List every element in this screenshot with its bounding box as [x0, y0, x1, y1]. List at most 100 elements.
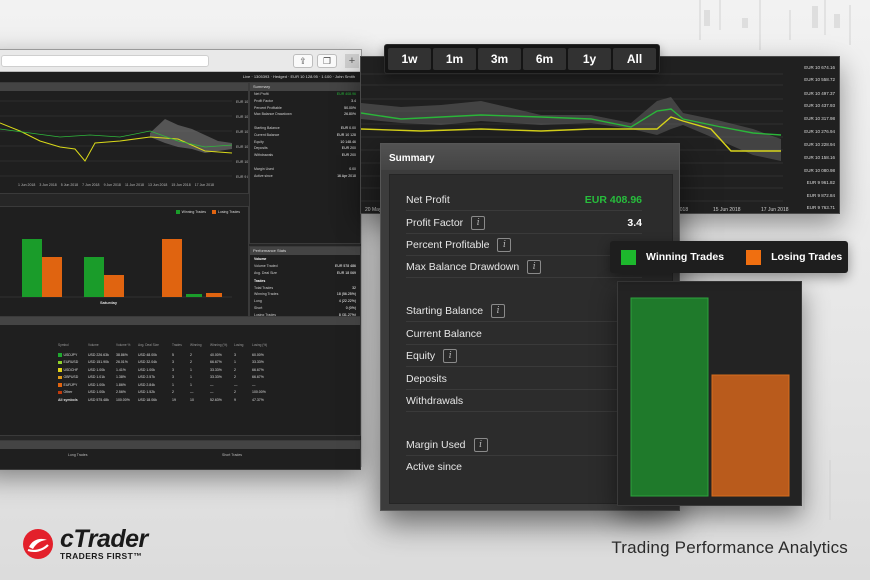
info-icon[interactable]: i	[473, 437, 488, 452]
symbol-name: EURJPY	[63, 382, 78, 387]
mini-summary-label: Max Balance Drawdown	[254, 112, 292, 117]
info-icon[interactable]: i	[527, 259, 542, 274]
table-cell: 3	[234, 352, 236, 357]
period-1m-button[interactable]: 1m	[433, 48, 476, 70]
table-cell: USD 1.00k	[138, 367, 155, 372]
period-1w-button[interactable]: 1w	[388, 48, 431, 70]
summary-row-label-wrap: Margin Used i	[406, 437, 488, 452]
table-cell: 100.00%	[252, 390, 266, 395]
caption: Trading Performance Analytics	[611, 538, 848, 557]
info-icon[interactable]: i	[443, 348, 458, 363]
trades-label: Total Trades	[254, 285, 274, 290]
mini-summary-row	[250, 118, 360, 125]
table-row[interactable]: All symbols USD 575.48k 100.00% USD 18.06k 1…	[58, 396, 358, 404]
legend-winning-label: Winning Trades	[646, 251, 725, 263]
table-row[interactable]: USDJPY USD 226.63k 38.86% USD 48.00k 5 2 40.00…	[58, 351, 358, 359]
mini-summary-label: Margin Used	[254, 166, 274, 171]
mini-summary-label: Withdrawals	[254, 153, 274, 158]
y-axis-tick: EUR 10 437.93	[804, 103, 835, 108]
period-all-button[interactable]: All	[613, 48, 656, 70]
mini-summary-row: Equity 10 148.46	[250, 139, 360, 146]
table-cell: 10	[190, 397, 194, 402]
browser-window: ⇪ ❐ + Live · 1305393 · Hedged · EUR 10 1…	[0, 49, 363, 470]
short-trades-label: Short Trades	[222, 453, 243, 457]
symbol-color-swatch	[58, 360, 62, 364]
logo-tagline: TRADERS FIRST™	[60, 551, 143, 561]
winning-swatch	[621, 249, 636, 265]
mini-summary-label: Current Balance	[254, 132, 280, 137]
mini-bar	[186, 294, 202, 297]
y-axis-tick: EUR 10 228.94	[804, 142, 835, 147]
symbol-color-swatch	[58, 375, 62, 379]
table-cell: USD 48.00k	[138, 352, 157, 357]
legend-losing-label: Losing Trades	[771, 251, 843, 263]
logo-name: cTrader	[60, 525, 148, 553]
address-bar[interactable]	[1, 55, 209, 67]
mini-summary-rows: Net Profit EUR 408.96 Profit Factor 3.4 Perc…	[250, 91, 360, 179]
period-selector: 1w 1m 3m 6m 1y All	[384, 44, 660, 74]
mini-x-tick: 1 Jun 2018	[18, 183, 36, 187]
x-axis-tick: 15 Jun 2018	[713, 207, 741, 213]
symbol-name: EURUSD	[63, 360, 79, 365]
trades-row: Losing Trades 8 (31.27%)	[250, 312, 360, 319]
info-icon[interactable]: i	[497, 237, 512, 252]
table-cell: 33.33%	[210, 375, 222, 380]
trades-value: 8 (31.27%)	[338, 312, 356, 317]
trades-value: 0 (0%)	[345, 305, 356, 310]
summary-row-label-wrap: Deposits	[406, 373, 447, 385]
mini-x-tick: 9 Jun 2018	[103, 183, 121, 187]
period-1y-button[interactable]: 1y	[568, 48, 611, 70]
summary-row-label-wrap: Equity i	[406, 348, 458, 363]
mini-summary-title: Summary	[250, 83, 360, 91]
table-cell: 3	[172, 375, 174, 380]
symbol-name: Other	[63, 390, 73, 395]
info-icon[interactable]: i	[491, 303, 506, 318]
y-axis-tick: EUR 10 497.37	[804, 91, 835, 96]
equity-line	[361, 108, 782, 136]
y-axis-tick: EUR 9 763.71	[806, 205, 835, 210]
table-cell: 3	[172, 360, 174, 365]
mini-summary-label: Percent Profitable	[254, 105, 282, 110]
symbol-cell: EURJPY	[58, 383, 88, 387]
mini-bar-svg	[0, 239, 232, 298]
summary-label: Equity	[406, 349, 436, 362]
losing-trades-bar	[711, 374, 790, 497]
summary-row-label-wrap: Max Balance Drawdown i	[406, 259, 542, 274]
table-cell: —	[210, 390, 214, 395]
svg-text:EUR 9 872: EUR 9 872	[236, 175, 249, 179]
mini-bar	[162, 239, 182, 297]
mini-summary-row: Percent Profitable 50.00%	[250, 105, 360, 112]
tabs-icon[interactable]: ❐	[317, 54, 337, 68]
summary-label: Max Balance Drawdown	[406, 260, 520, 273]
table-row[interactable]: EURUSD USD 151.90k 26.01% USD 32.04k 3 2 66.67…	[58, 359, 358, 367]
table-cell: 66.67%	[252, 375, 264, 380]
mini-legend-losing: Losing Trades	[212, 210, 240, 214]
mini-summary-row: Margin Used 0.00	[250, 166, 360, 173]
new-tab-button[interactable]: +	[345, 54, 359, 68]
mini-summary-value: 3.4	[351, 98, 356, 103]
period-6m-button[interactable]: 6m	[523, 48, 566, 70]
table-row[interactable]: Other USD 1.00k 2.56% USD 1.52k 2 — — 2 100.00%	[58, 389, 358, 397]
mini-summary-row: Active since 16 Apr 2018	[250, 173, 360, 180]
period-3m-button[interactable]: 3m	[478, 48, 521, 70]
balance-line	[361, 116, 781, 152]
mini-summary-value: EUR 200	[341, 153, 356, 158]
summary-label: Net Profit	[406, 193, 450, 206]
info-icon[interactable]: i	[471, 215, 486, 230]
mini-bar	[22, 239, 42, 297]
table-cell: USD 32.04k	[138, 360, 157, 365]
table-row[interactable]: USDCHF USD 1.00k 1.41% USD 1.00k 3 1 33.33% 2 66…	[58, 366, 358, 374]
table-cell: 2	[234, 390, 236, 395]
mini-summary-label: Equity	[254, 139, 264, 144]
table-row[interactable]: EURJPY USD 1.00k 1.86% USD 2.84k 1 1 — — —	[58, 381, 358, 389]
mini-summary-label: Starting Balance	[254, 125, 280, 130]
mini-summary-value: EUR 0.00	[340, 125, 356, 130]
table-header-cell: Losing	[234, 343, 244, 347]
table-row[interactable]: GBPUSD USD 1.01k 1.38% USD 2.57k 3 1 33.33% 2 66…	[58, 374, 358, 382]
summary-row: Max Balance Drawdown i	[406, 256, 642, 278]
mini-bar	[206, 293, 222, 297]
share-icon[interactable]: ⇪	[293, 54, 313, 68]
trades-value: 4 (22.22%)	[338, 299, 356, 304]
trades-label: Losing Trades	[254, 312, 276, 317]
mini-legend-winning: Winning Trades	[175, 210, 206, 214]
